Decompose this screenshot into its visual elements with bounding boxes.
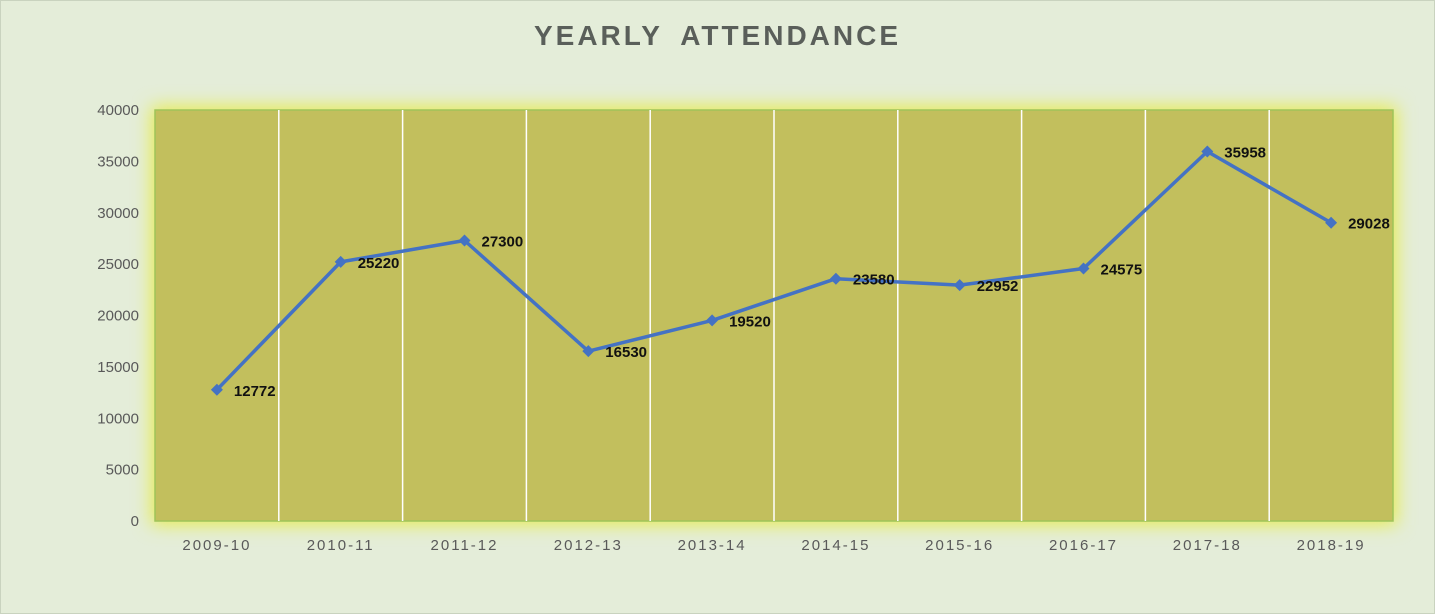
x-tick-label: 2010-11	[307, 537, 375, 554]
series-line	[215, 149, 1332, 391]
y-tick-label: 35000	[97, 153, 139, 170]
x-tick-label: 2016-17	[1049, 537, 1118, 554]
x-tick-label: 2017-18	[1173, 537, 1242, 554]
data-label: 23580	[853, 272, 895, 289]
data-labels: 12772 25220 27300 16530 19520 23580 22952 24575…	[234, 145, 1390, 400]
y-tick-label: 10000	[97, 410, 139, 427]
x-tick-label: 2018-19	[1297, 537, 1366, 554]
y-tick-label: 20000	[97, 308, 139, 325]
y-axis: 0 5000 10000 15000 20000 25000 30000 35000 40000	[97, 102, 139, 530]
x-tick-label: 2013-14	[678, 537, 747, 554]
data-label: 16530	[605, 344, 647, 361]
x-tick-label: 2014-15	[801, 537, 870, 554]
y-tick-label: 0	[131, 513, 139, 530]
data-label: 24575	[1101, 261, 1143, 278]
data-label: 22952	[977, 278, 1019, 295]
data-label: 12772	[234, 383, 276, 400]
x-tick-label: 2009-10	[182, 537, 251, 554]
y-tick-label: 25000	[97, 256, 139, 273]
data-point	[582, 345, 595, 358]
x-tick-label: 2012-13	[554, 537, 623, 554]
x-tick-label: 2011-12	[431, 537, 499, 554]
data-point	[1201, 145, 1214, 158]
x-axis: 2009-10 2010-11 2011-12 2012-13 2013-14 2014-…	[182, 537, 1366, 554]
gridlines	[278, 110, 1270, 521]
data-point	[1077, 262, 1090, 275]
series-attendance	[210, 145, 1338, 396]
y-tick-label: 40000	[97, 102, 139, 119]
data-point	[706, 314, 719, 327]
y-tick-label: 30000	[97, 205, 139, 222]
data-point	[334, 255, 347, 268]
data-point	[458, 234, 471, 247]
data-point	[1325, 216, 1338, 229]
data-label: 27300	[482, 233, 524, 250]
data-label: 29028	[1348, 216, 1390, 233]
data-point	[953, 279, 966, 292]
data-label: 19520	[729, 313, 771, 330]
chart-title: YEARLY ATTENDANCE	[533, 20, 902, 51]
data-label: 25220	[358, 255, 400, 272]
data-point	[210, 383, 223, 396]
data-point	[829, 272, 842, 285]
x-tick-label: 2015-16	[925, 537, 994, 554]
data-label: 35958	[1224, 145, 1266, 162]
y-tick-label: 5000	[106, 462, 139, 479]
y-tick-label: 15000	[97, 359, 139, 376]
